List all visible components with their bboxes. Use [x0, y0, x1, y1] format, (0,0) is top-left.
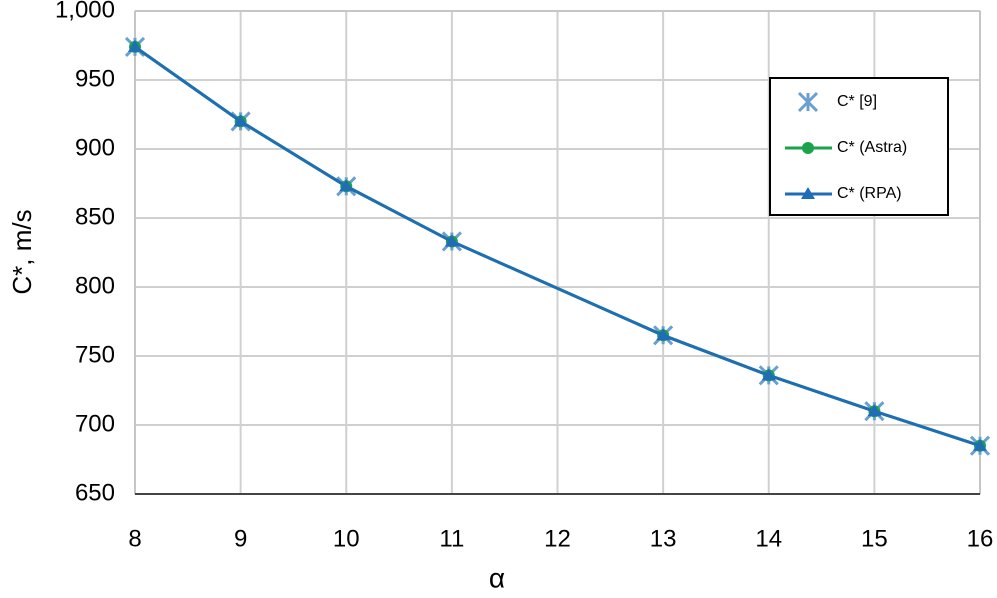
- x-tick-label: 15: [861, 525, 888, 552]
- marker: [128, 39, 142, 52]
- x-tick-label: 11: [439, 525, 464, 552]
- legend-label: C* (RPA): [837, 185, 902, 202]
- y-tick-label: 900: [75, 134, 115, 161]
- y-tick-label: 950: [75, 65, 115, 92]
- legend-label: C* (Astra): [837, 139, 907, 156]
- legend-label: C* [9]: [837, 93, 877, 110]
- legend: C* [9] C* (Astra) C* (RPA): [769, 77, 949, 216]
- legend-marker: [801, 187, 815, 199]
- y-tick-label: 700: [75, 410, 115, 437]
- x-tick-label: 16: [967, 525, 994, 552]
- marker: [444, 234, 459, 247]
- series-line: [134, 45, 981, 448]
- y-tick-label: 850: [75, 203, 115, 230]
- marker: [973, 438, 987, 451]
- x-axis-label: α: [489, 562, 505, 593]
- x-tick-label: 12: [544, 525, 571, 552]
- legend-marker: [797, 91, 819, 113]
- x-tick-label: 13: [650, 525, 677, 552]
- legend-marker: [802, 142, 814, 154]
- y-axis-label: C*, m/s: [7, 209, 37, 294]
- marker: [761, 368, 776, 381]
- marker: [656, 328, 671, 341]
- y-tick-label: 750: [75, 341, 115, 368]
- x-tick-label: 10: [333, 525, 360, 552]
- y-tick-label: 650: [75, 479, 115, 506]
- marker: [339, 179, 354, 192]
- marker: [233, 114, 248, 127]
- marker: [867, 404, 882, 417]
- y-tick-label: 800: [75, 272, 115, 299]
- y-tick-label: 1,000: [55, 0, 115, 23]
- x-tick-label: 14: [755, 525, 782, 552]
- x-tick-label: 8: [128, 525, 141, 552]
- x-tick-label: 9: [234, 525, 247, 552]
